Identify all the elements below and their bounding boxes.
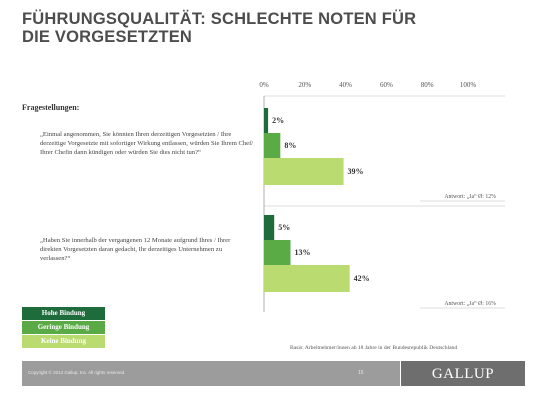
legend: Hohe Bindung Geringe Bindung Keine Bindu… [22, 307, 105, 349]
footer-bar: Copyright © 2013 Gallup, Inc. All rights… [22, 361, 400, 386]
x-tick-label: 40% [339, 81, 352, 89]
data-label: 13% [295, 248, 311, 257]
bar-2-2 [264, 240, 291, 265]
question-2-text: „Haben Sie innerhalb der vergangenen 12 … [40, 237, 231, 262]
data-label: 2% [272, 116, 284, 125]
x-tick-label: 80% [421, 81, 434, 89]
x-tick-label: 60% [380, 81, 393, 89]
x-tick-label: 20% [298, 81, 311, 89]
average-note: Antwort: „Ja“ Ø: 16% [444, 300, 496, 307]
legend-item-keine-bindung: Keine Bindung [22, 335, 105, 348]
data-label: 39% [348, 167, 364, 176]
average-note: Antwort: „Ja“ Ø: 12% [444, 193, 496, 200]
legend-item-geringe-bindung: Geringe Bindung [22, 321, 105, 334]
title-line-1: FÜHRUNGSQUALITÄT: SCHLECHTE NOTEN FÜR [22, 10, 417, 28]
copyright-text: Copyright © 2013 Gallup, Inc. All rights… [28, 370, 126, 375]
legend-item-hohe-bindung: Hohe Bindung [22, 307, 105, 320]
x-tick-label: 100% [460, 81, 477, 89]
gallup-logo: GALLUP [401, 361, 525, 386]
bar-1-2 [264, 133, 281, 158]
title-line-2: DIE VORGESETZTEN [22, 28, 193, 46]
x-tick-label: 0% [259, 81, 269, 89]
data-label: 42% [354, 274, 370, 283]
gallup-logo-text: GALLUP [431, 366, 495, 382]
question-1-text: „Einmal angenommen, Sie könnten Ihren de… [40, 131, 254, 156]
page-number: 15 [358, 370, 364, 376]
bar-1-1 [264, 108, 269, 133]
bar-1-3 [264, 158, 344, 185]
page-title: FÜHRUNGSQUALITÄT: SCHLECHTE NOTEN FÜR DI… [22, 10, 522, 46]
data-label: 8% [284, 141, 296, 150]
fragestellungen-label: Fragestellungen: [22, 103, 80, 112]
basis-note: Basis: Arbeitnehmer/innen ab 18 Jahre in… [290, 345, 458, 351]
bar-2-1 [264, 215, 275, 240]
bar-2-3 [264, 265, 350, 292]
data-label: 5% [278, 223, 290, 232]
